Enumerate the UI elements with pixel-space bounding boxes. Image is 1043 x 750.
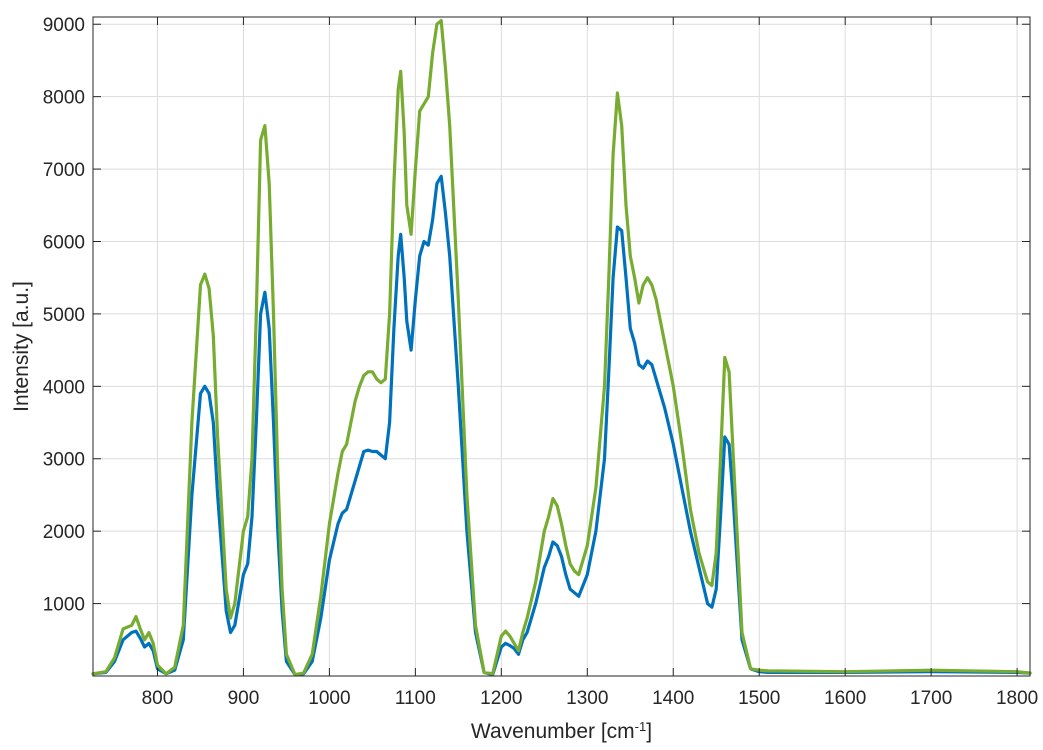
series-lines xyxy=(91,19,1032,677)
x-tick-label: 1200 xyxy=(480,688,522,709)
x-tick-label: 1500 xyxy=(738,688,780,709)
y-tick-label: 2000 xyxy=(43,522,85,543)
x-tick-label: 1800 xyxy=(996,688,1038,709)
plot-area xyxy=(93,17,1030,676)
y-tick-label: 5000 xyxy=(43,305,85,326)
x-tick-label: 1000 xyxy=(308,688,350,709)
y-tick-label: 6000 xyxy=(43,232,85,253)
plot-frame xyxy=(92,16,1031,677)
y-tick-label: 4000 xyxy=(43,377,85,398)
x-axis-label-superscript: -1 xyxy=(635,719,647,734)
x-tick-label: 1100 xyxy=(395,688,436,709)
axis-ticks: 800 900 1000 1100 1200 1300 1400 1500 1600 1700 18… xyxy=(43,15,1039,709)
x-tick-label: 1300 xyxy=(566,688,608,709)
y-tick-label: 1000 xyxy=(43,595,85,616)
x-tick-label: 1700 xyxy=(910,688,952,709)
y-tick-label: 7000 xyxy=(43,160,85,181)
x-tick-label: 1600 xyxy=(824,688,866,709)
x-tick-label: 900 xyxy=(228,688,260,709)
y-tick-label: 3000 xyxy=(43,450,85,471)
y-axis-label: Intensity [a.u.] xyxy=(10,281,33,412)
x-tick-label: 1400 xyxy=(652,688,694,709)
series-line-1 xyxy=(91,174,1032,677)
x-axis-label-main: Wavenumber [cm xyxy=(471,720,635,743)
y-tick-label: 9000 xyxy=(43,15,85,36)
y-tick-label: 8000 xyxy=(43,88,85,109)
series-line-2 xyxy=(91,19,1032,677)
x-tick-label: 800 xyxy=(142,688,174,709)
x-axis-label: Wavenumber [cm-1] xyxy=(471,719,652,744)
x-axis-label-end: ] xyxy=(646,720,652,743)
